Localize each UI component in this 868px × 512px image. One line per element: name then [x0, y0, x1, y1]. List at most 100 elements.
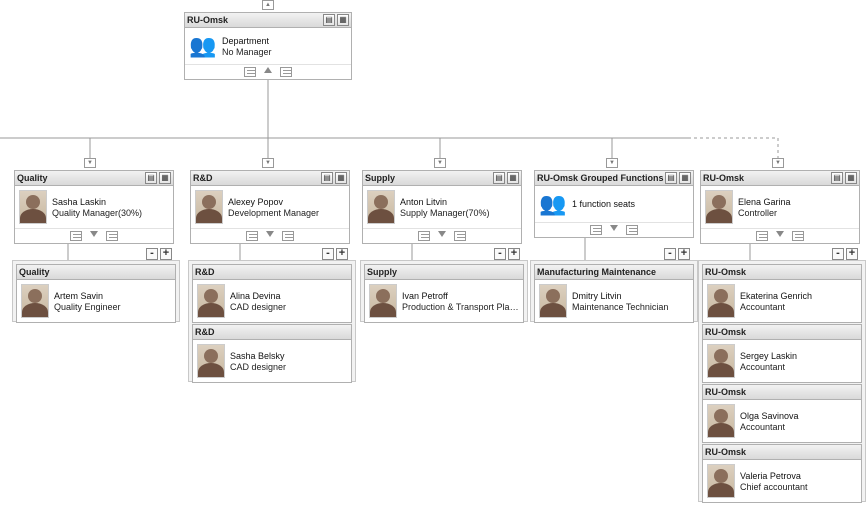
person-role: Development Manager: [228, 208, 319, 218]
org-node-quality[interactable]: Quality ▤▦ Sasha Laskin Quality Manager(…: [14, 170, 174, 244]
layout-button-icon[interactable]: ▤: [665, 172, 677, 184]
node-body: 👥 Department No Manager: [185, 28, 351, 64]
person-role: Accountant: [740, 422, 799, 432]
inlet-toggle[interactable]: [262, 158, 274, 168]
expand-down-icon[interactable]: [90, 231, 98, 237]
node-header: Quality ▤▦: [15, 171, 173, 186]
avatar: [707, 284, 735, 318]
inlet-toggle[interactable]: [434, 158, 446, 168]
list-icon[interactable]: [282, 231, 294, 241]
expand-down-icon[interactable]: [438, 231, 446, 237]
root-collapse-toggle[interactable]: [262, 0, 274, 10]
org-node-child[interactable]: RU-Omsk Valeria Petrova Chief accountant: [702, 444, 862, 503]
org-node-child[interactable]: RU-Omsk Ekaterina Genrich Accountant: [702, 264, 862, 323]
grid-button-icon[interactable]: ▦: [159, 172, 171, 184]
node-title: Manufacturing Maintenance: [537, 267, 656, 277]
node-title: RU-Omsk: [187, 15, 228, 25]
org-node-grouped[interactable]: RU-Omsk Grouped Functions ▤▦ 👥 1 functio…: [534, 170, 694, 238]
org-node-child[interactable]: Manufacturing Maintenance Dmitry Litvin …: [534, 264, 694, 323]
expand-button[interactable]: +: [846, 248, 858, 260]
node-title: RU-Omsk: [705, 327, 746, 337]
org-node-child[interactable]: R&D Sasha Belsky CAD designer: [192, 324, 352, 383]
person-role: Quality Manager(30%): [52, 208, 142, 218]
avatar: [21, 284, 49, 318]
person-name: Olga Savinova: [740, 411, 799, 421]
node-title: R&D: [195, 267, 215, 277]
person-role: CAD designer: [230, 302, 286, 312]
inlet-toggle[interactable]: [606, 158, 618, 168]
list-icon[interactable]: [70, 231, 82, 241]
collapse-button[interactable]: -: [664, 248, 676, 260]
org-node-child[interactable]: Quality Artem Savin Quality Engineer: [16, 264, 176, 323]
list-icon[interactable]: [792, 231, 804, 241]
org-node-child[interactable]: RU-Omsk Olga Savinova Accountant: [702, 384, 862, 443]
org-node-child[interactable]: Supply Ivan Petroff Production & Transpo…: [364, 264, 524, 323]
collapse-button[interactable]: -: [832, 248, 844, 260]
node-title: RU-Omsk: [705, 447, 746, 457]
line1: Department: [222, 36, 272, 46]
grid-button-icon[interactable]: ▦: [845, 172, 857, 184]
person-role: Accountant: [740, 302, 812, 312]
list-icon[interactable]: [626, 225, 638, 235]
org-chart-canvas: { "colors": { "border": "#b0b0b0", "head…: [0, 0, 868, 512]
org-node-omsk[interactable]: RU-Omsk ▤▦ Elena Garina Controller: [700, 170, 860, 244]
list-icon[interactable]: [244, 67, 256, 77]
expand-button[interactable]: +: [336, 248, 348, 260]
org-node-supply[interactable]: Supply ▤▦ Anton Litvin Supply Manager(70…: [362, 170, 522, 244]
node-title: RU-Omsk: [705, 387, 746, 397]
node-title: RU-Omsk: [705, 267, 746, 277]
list-icon[interactable]: [280, 67, 292, 77]
person-role: Quality Engineer: [54, 302, 121, 312]
avatar: [19, 190, 47, 224]
list-icon[interactable]: [418, 231, 430, 241]
function-seats: 1 function seats: [572, 199, 635, 209]
org-node-root[interactable]: RU-Omsk ▤ ▦ 👥 Department No Manager: [184, 12, 352, 80]
person-name: Elena Garina: [738, 197, 791, 207]
layout-button-icon[interactable]: ▤: [831, 172, 843, 184]
node-toolbar: [185, 64, 351, 79]
avatar: [539, 284, 567, 318]
node-text: Department No Manager: [222, 36, 272, 57]
person-name: Sasha Laskin: [52, 197, 142, 207]
grid-button-icon[interactable]: ▦: [337, 14, 349, 26]
expand-controls: -+: [146, 248, 172, 260]
collapse-button[interactable]: -: [494, 248, 506, 260]
list-icon[interactable]: [106, 231, 118, 241]
grid-button-icon[interactable]: ▦: [679, 172, 691, 184]
collapse-button[interactable]: -: [322, 248, 334, 260]
list-icon[interactable]: [454, 231, 466, 241]
org-node-rnd[interactable]: R&D ▤▦ Alexey Popov Development Manager: [190, 170, 350, 244]
expand-down-icon[interactable]: [266, 231, 274, 237]
list-icon[interactable]: [590, 225, 602, 235]
person-role: Production & Transport Plann...: [402, 302, 519, 312]
collapse-button[interactable]: -: [146, 248, 158, 260]
person-name: Anton Litvin: [400, 197, 490, 207]
node-title: R&D: [195, 327, 215, 337]
expand-down-icon[interactable]: [776, 231, 784, 237]
grid-button-icon[interactable]: ▦: [507, 172, 519, 184]
inlet-toggle[interactable]: [772, 158, 784, 168]
expand-button[interactable]: +: [678, 248, 690, 260]
person-name: Sergey Laskin: [740, 351, 797, 361]
avatar: [197, 284, 225, 318]
expand-button[interactable]: +: [508, 248, 520, 260]
list-icon[interactable]: [756, 231, 768, 241]
avatar: [369, 284, 397, 318]
expand-down-icon[interactable]: [610, 225, 618, 231]
grid-button-icon[interactable]: ▦: [335, 172, 347, 184]
layout-button-icon[interactable]: ▤: [493, 172, 505, 184]
expand-button[interactable]: +: [160, 248, 172, 260]
org-node-child[interactable]: RU-Omsk Sergey Laskin Accountant: [702, 324, 862, 383]
person-name: Ivan Petroff: [402, 291, 519, 301]
list-icon[interactable]: [246, 231, 258, 241]
collapse-up-icon[interactable]: [264, 67, 272, 73]
layout-button-icon[interactable]: ▤: [321, 172, 333, 184]
layout-button-icon[interactable]: ▤: [323, 14, 335, 26]
org-node-child[interactable]: R&D Alina Devina CAD designer: [192, 264, 352, 323]
node-title: Quality: [17, 173, 48, 183]
avatar: [707, 344, 735, 378]
layout-button-icon[interactable]: ▤: [145, 172, 157, 184]
person-name: Valeria Petrova: [740, 471, 808, 481]
node-header: R&D ▤▦: [191, 171, 349, 186]
inlet-toggle[interactable]: [84, 158, 96, 168]
